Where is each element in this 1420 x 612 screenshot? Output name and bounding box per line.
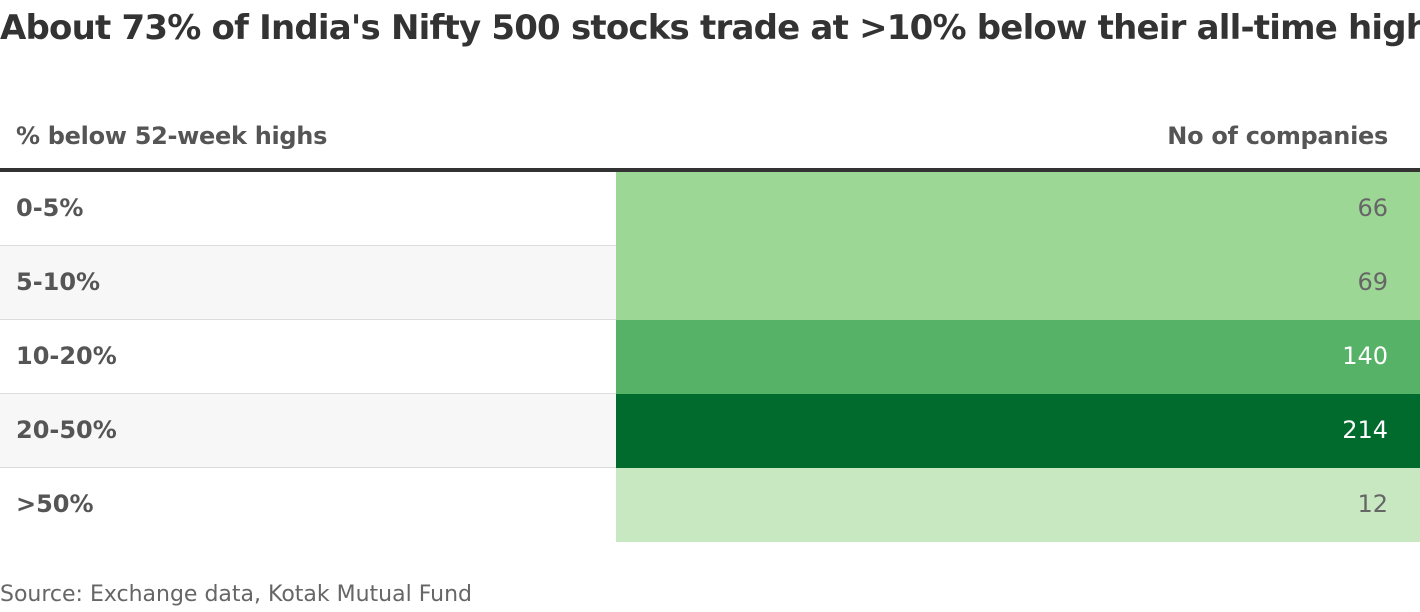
table-row: 0-5% 66 — [0, 172, 1420, 246]
row-value: 12 — [1357, 490, 1388, 518]
value-cell: 140 — [616, 320, 1420, 394]
source: Source: Exchange data, Kotak Mutual Fund — [0, 582, 473, 607]
value-cell: 214 — [616, 394, 1420, 468]
row-label: >50% — [16, 490, 94, 518]
value-cell: 69 — [616, 246, 1420, 320]
row-label: 20-50% — [16, 416, 117, 444]
table-row: 20-50% 214 — [0, 394, 1420, 468]
row-label: 0-5% — [16, 194, 84, 222]
table-header: % below 52-week highs No of companies — [0, 112, 1420, 172]
table-row: 5-10% 69 — [0, 246, 1420, 320]
table-body: 0-5% 66 5-10% 69 10-20% 140 20-50% 214 >50% 12 — [0, 172, 1420, 542]
row-label: 5-10% — [16, 268, 101, 296]
table-row: 10-20% 140 — [0, 320, 1420, 394]
row-value: 66 — [1357, 194, 1388, 222]
column-header: No of companies — [1167, 122, 1388, 150]
row-value: 69 — [1357, 268, 1388, 296]
table-row: >50% 12 — [0, 468, 1420, 542]
value-cell: 66 — [616, 172, 1420, 246]
value-cell: 12 — [616, 468, 1420, 542]
column-header: % below 52-week highs — [16, 122, 328, 150]
row-value: 140 — [1342, 342, 1388, 370]
title: About 73% of India's Nifty 500 stocks tr… — [0, 8, 1420, 48]
row-label: 10-20% — [16, 342, 117, 370]
row-value: 214 — [1342, 416, 1388, 444]
